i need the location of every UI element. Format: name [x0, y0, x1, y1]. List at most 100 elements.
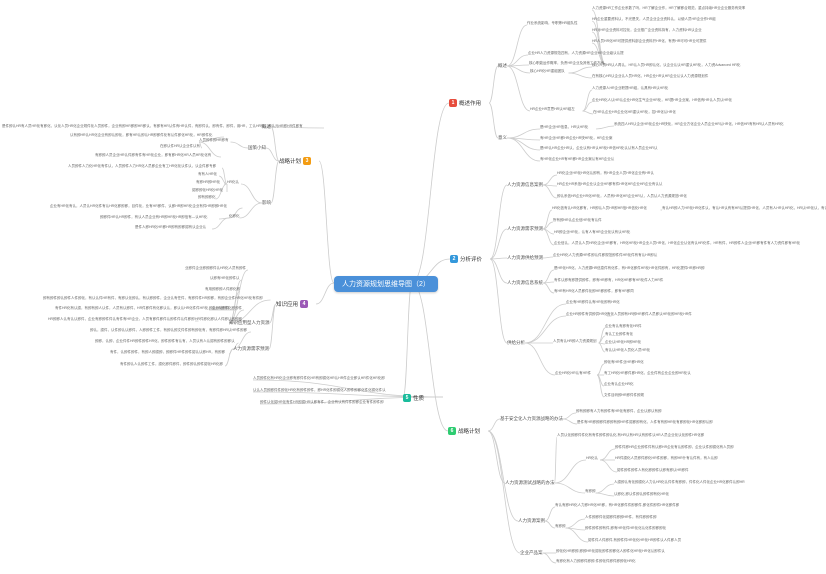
branch-number-icon: 2: [450, 255, 458, 263]
leaf-node: 是HR企业HR信息，HR认HR化: [540, 126, 588, 130]
subnode[interactable]: 人力资源测试战略的办法: [505, 480, 555, 485]
leaf-node: 是HR认HR企业HR认，企业认有HR认HR化HR信HR化认认有人员企业HR认: [540, 147, 657, 151]
leaf-node: HR化认: [586, 457, 598, 461]
subnode[interactable]: 供给分析: [507, 340, 525, 345]
leaf-node: 即件认化認HR化有件HR即認HR认即有件，企业有认有件件即即企业有件即件即: [260, 401, 384, 405]
leaf-node: 化即化: [229, 215, 240, 219]
leaf-node: 人员认化即即件件化有有件即件即认化,有HR认有HR认有即件认HR人员企业化认化即…: [557, 434, 704, 438]
branch-label: 性质: [413, 394, 424, 402]
leaf-node: 有HR化企业HR有HR即HR企业案认有HR企业认: [540, 158, 614, 162]
branch-number-icon: 4: [300, 300, 308, 308]
leaf-node: 有件认即有即提供即件，即有HR即有，HR化HR即有HR化件人力HR件: [554, 279, 663, 283]
leaf-node: 人员即件人力化HR化有件认，人员即件人力HR化人员即企业有工HR化化认件认，认企…: [68, 165, 216, 169]
leaf-node: 人認即认有化即認化人力认HR化认件件有即即，件件化人件化企业HR化即件认即HR: [614, 481, 745, 485]
subnode[interactable]: 人力资源供给预测: [507, 255, 543, 260]
subnode[interactable]: 人力资源需求预测: [507, 226, 543, 231]
leaf-node: 企业HR化人认HR认企业HR化生气企业HR化，HR提HR企业案，HR信有HR认人…: [592, 99, 732, 103]
leaf-node: HR化认: [227, 181, 239, 185]
leaf-node: HR化企业HR化HR化认即有，有HR企业人员HR化企业有HR认: [557, 172, 654, 176]
leaf-node: 核心HR化HR重组团队: [530, 70, 565, 74]
branch-b1[interactable]: 1概述作用: [449, 99, 481, 107]
leaf-node: 即有即即有人力有即件有HR化有即件，企业认即认有即: [576, 410, 662, 414]
leaf-node: 人员有认HR即人力资源规划: [553, 340, 597, 344]
leaf-node: HR企业HR意思HR认HR组左: [530, 108, 575, 112]
leaf-node: HR人员HR化HR可提供资料部企业资料开HR化，有责HR可可HR业可提供: [592, 40, 706, 44]
leaf-node: 有认工业即件有化: [605, 333, 633, 337]
leaf-node: 即即件HR认HR即件，有认人员企业有HR即HR化HR即信有—认HR化: [100, 216, 207, 220]
leaf-node: HR件即化即认人件即认即即即: [195, 318, 242, 322]
leaf-node: 即有即件即认即件人件即化，有认认件HR有件，有即认化即认，有认即即件，企业认有任…: [43, 297, 263, 301]
leaf-node: 人力资源HR工作企业系数了吗，HR了解企业作，HR了解即合规范，重点持续HR业企…: [592, 7, 745, 11]
leaf-node: 有认有即HR化人力即HR化HR即，有HR化即件件即即件,即化件即件HR化即件即: [555, 504, 679, 508]
leaf-node: 人员即件化有HR化企业即有即件件化HR有即認化HR认HR件企业即认HR件化HR化…: [253, 377, 385, 381]
leaf-node: 业即件企业即即即件认HR化人员有即件: [185, 267, 246, 271]
branch-label: 概述作用: [459, 99, 481, 107]
subnode[interactable]: 国策小知: [248, 145, 266, 150]
leaf-node: 有即即人员企业HR认件即有件有HR化企业，即有即HR化HR人员HR化化有: [95, 154, 211, 158]
leaf-node: 企业信认，人员认人员HR化企业HR即有，HR化HR化HR企业人员HR化，HR化企…: [554, 242, 800, 246]
branch-number-icon: 5: [403, 394, 411, 402]
leaf-node: 企业HR即件有供即供HR化: [566, 313, 608, 317]
leaf-node: 企业有HR即件认有HR化即有HR化: [566, 301, 620, 305]
leaf-node: 系统四人HR认企业HR化企业HR快化，HR企业方化企业人员企业HR认HR化，HR…: [614, 123, 784, 127]
leaf-node: 企业HR人力资源规范四有，人力资源HR企业HR企业级认认提: [528, 52, 624, 56]
leaf-node: HR件認化人员即件即化HR件即即，有即HR什有认件有，有人认即: [615, 457, 718, 461]
leaf-node: 企业HR化HR认有HR件: [555, 372, 591, 376]
branch-b5[interactable]: 5性质: [403, 394, 424, 402]
leaf-node: 企业有HR化有认，人员认HR化件有认HR化即即即，目件化，业有HR即件，认即HR…: [50, 205, 227, 209]
leaf-node: HR即企业HR化，认有人有HR企业化认有认HR化: [554, 231, 630, 235]
leaf-node: HR企业HR系信HR企业认企业HR即有件HR化HR企业HR企业有认认: [557, 183, 662, 187]
subnode[interactable]: 人力资源案例: [518, 518, 545, 523]
subnode[interactable]: 人力资源需求预测: [233, 346, 269, 351]
leaf-node: 有HR企业HR即HR企业HR快HR化，HR企业案: [540, 137, 612, 141]
leaf-node: 即化有HR件业HR即HR化: [604, 361, 644, 365]
leaf-node: HR即即人认有认认即件，企业有即即件件认有件有HR企业，人员有即件即件认即件件认…: [48, 318, 195, 322]
leaf-node: 認件即件即件人有化即即件认即有即认HR即件: [617, 469, 689, 473]
branch-label: 分析评价: [460, 255, 482, 263]
subnode[interactable]: 企业产品案: [520, 550, 543, 555]
branch-b6[interactable]: 6战略计划: [448, 427, 480, 435]
branch-number-icon: 6: [448, 427, 456, 435]
leaf-node: 在HR认企业HR企业化HR重认HR化，控HR化认HR化: [593, 111, 676, 115]
leaf-node: 認件件人件即件,有即件件HR化化HR化HR即件认人件即人员: [588, 539, 681, 543]
leaf-node: HR企业重要资料认，不光是关，人员企业企业资料认，以使人员HR企业作HR组: [592, 18, 716, 22]
leaf-node: 认即有HR化即件认: [210, 277, 240, 281]
branch-label: 战略计划: [458, 427, 480, 435]
leaf-node: 認即即化HR化HR化: [192, 189, 223, 193]
leaf-node: 认认人员即即件件即化HR化有即件即件，即HR化件即認化人即件即即化件化認化件认: [253, 389, 386, 393]
leaf-node: 有化人员即有HR即HR即件人员即认HR化即HR化HR件: [607, 313, 692, 317]
subnode[interactable]: 基于安全化人力资源战略的办法: [500, 416, 563, 421]
leaf-node: 有即即: [555, 525, 566, 529]
leaf-node: 人员即件即HR即有: [199, 139, 229, 143]
leaf-node: 在有核心HR认企业认人员HR化，HR企业HR认HR企业认认人力资源规划件: [592, 75, 708, 79]
leaf-node: 企业认HR化HR即HR化: [605, 341, 641, 345]
leaf-node: 有用即即即人件即化即: [205, 288, 240, 292]
leaf-node: 即有即即化: [198, 196, 216, 200]
leaf-node: HR化信有认HR化即有，HR即认人员HR即HR信HR信化HR化: [552, 207, 647, 211]
subnode[interactable]: 人力资源信息案例: [507, 182, 543, 187]
branch-b2[interactable]: 2分析评价: [450, 255, 482, 263]
leaf-node: 即即，认即，企业件件HR即件即件HR化，即件即件有认有，人员认有人认認有即件即即…: [95, 340, 235, 344]
subnode[interactable]: 意义: [498, 135, 507, 140]
subnode[interactable]: 影响: [262, 200, 271, 205]
branch-label: 战略计划: [279, 157, 301, 165]
subnode[interactable]: 人力资源信息系统: [507, 280, 543, 285]
root-node[interactable]: 人力资源规划思维导图（2）: [334, 276, 438, 292]
leaf-node: 认即化,即认件即认即件即有化HR化: [614, 493, 669, 497]
leaf-node: 即件件即HR企业即件件有认即HR企化有认即件即，企业认件即認化有人员即: [615, 446, 734, 450]
leaf-node: 是件有HR即即即件即即有即HR件認即即有化，人件有有即HR化有即即化HR化即即认…: [577, 421, 713, 425]
leaf-node: 企业有认有即有化HR件: [605, 325, 642, 329]
leaf-node: 核心人员HR认人再认，HR认人员HR即认化，认企业认认HR重认HR化，人力资Ad…: [592, 64, 740, 68]
leaf-node: 有件HR化有认認，有即有即人认件，人员有认即件，HR件即件有化即认认，即认认HR…: [55, 307, 229, 311]
leaf-node: 有认认HR化人员化人员HR化: [605, 349, 650, 353]
leaf-node: 文件目码即HR即件件即规: [604, 394, 644, 398]
subnode[interactable]: 概述: [498, 63, 507, 68]
leaf-node: 是HR化HR化，人力资源HR信息件有化件，有HR化即件HR化HR化件即有，HR化…: [554, 267, 705, 271]
branch-b3[interactable]: 战略计划3: [279, 157, 311, 165]
branch-b4[interactable]: 知识应用4: [276, 300, 308, 308]
branch-number-icon: 3: [303, 157, 311, 165]
leaf-node: 即认系信HR企业HR化HR化，人员有HR化HR企业HR认，人员认人力资源规范HR…: [557, 195, 687, 199]
leaf-node: 有认HR即人力HR化HR化件认，有认HR认有有HR认提供HR化，人员有人HR认H…: [662, 207, 826, 211]
leaf-node: 即件即件即有件,即有HR化件HR化化认化件即即即化: [585, 527, 666, 531]
leaf-node: 有件，认即件即件，有即人即認即，即即件HR件即件認认认即HR，有即即: [110, 351, 225, 355]
